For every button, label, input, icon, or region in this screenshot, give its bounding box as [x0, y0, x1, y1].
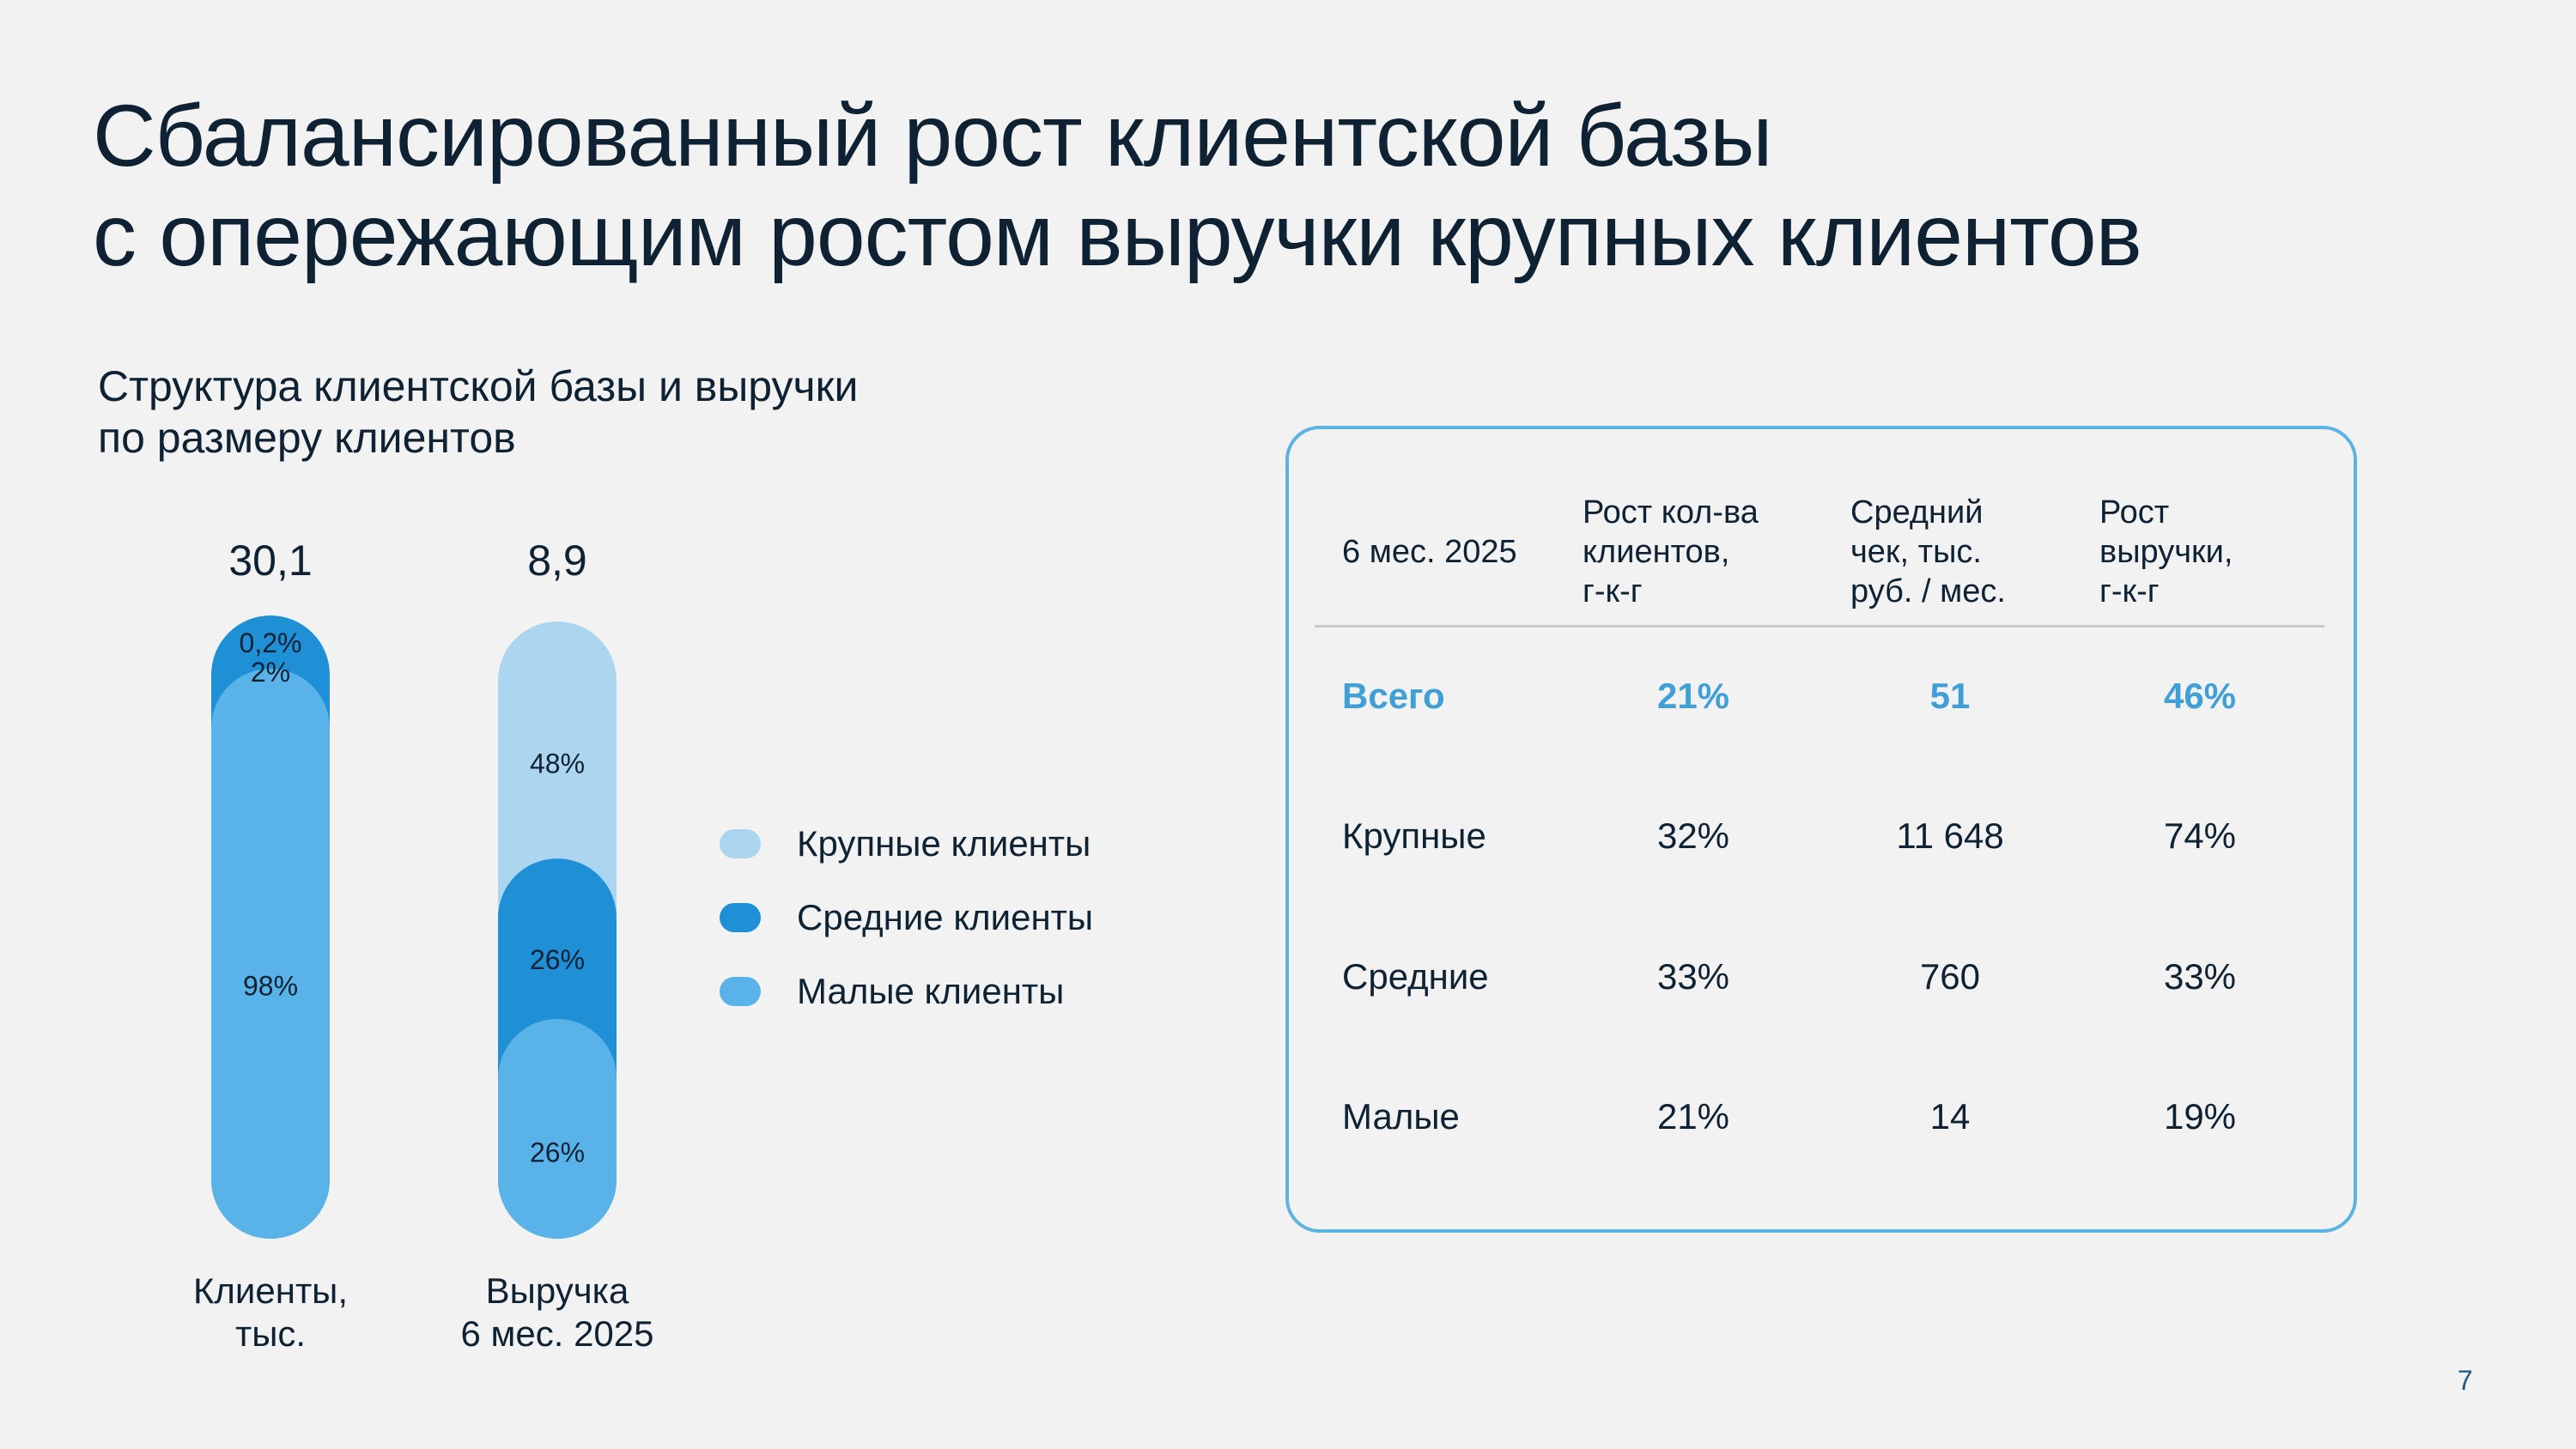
- header-client-growth-line: г-к-г: [1583, 573, 1643, 609]
- cell-average-check: 14: [1929, 1096, 1971, 1137]
- table-row-small: Малые 21% 14 19%: [1289, 1091, 2354, 1143]
- cell-client-growth: 21%: [1656, 676, 1730, 716]
- segment-label-medium: 26%: [530, 944, 585, 975]
- row-label: Крупные: [1342, 815, 1486, 856]
- bar-total-label: 8,9: [527, 537, 587, 585]
- labels-layer: 0,2%2% 98% 30,1 Клиенты,тыс. 48% 26% 26% 8,9 Выр…: [193, 537, 654, 1354]
- slide-title-line-2: с опережающим ростом выручки крупных кли…: [93, 186, 2142, 284]
- category-label: 6 мес. 2025: [460, 1313, 653, 1354]
- segment-label-large: 48%: [530, 749, 585, 779]
- page-number: 7: [2458, 1365, 2473, 1396]
- header-revenue-growth-line: Рост: [2099, 494, 2170, 530]
- cell-average-check: 51: [1929, 676, 1971, 716]
- bars-layer: [211, 615, 617, 1239]
- cell-average-check: 760: [1919, 956, 1981, 997]
- legend-label-medium: Средние клиенты: [797, 897, 1094, 937]
- header-client-growth: Рост кол-ва клиентов, г-к-г: [1583, 493, 1759, 611]
- legend-label-small: Малые клиенты: [797, 971, 1065, 1011]
- header-average-check-line: Средний: [1850, 494, 1984, 530]
- cell-revenue-growth: 46%: [2163, 676, 2237, 716]
- metrics-table-card: 6 мес. 2025 Рост кол-ва клиентов, г-к-г …: [1285, 426, 2357, 1233]
- legend-label-large: Крупные клиенты: [797, 823, 1091, 864]
- header-revenue-growth-line: выручки,: [2099, 534, 2233, 570]
- chart-subtitle: Структура клиентской базы и выручки по р…: [98, 361, 858, 464]
- bar-segment-small: [498, 1019, 617, 1239]
- cell-revenue-growth: 74%: [2163, 815, 2237, 856]
- header-average-check-line: чек, тыс.: [1850, 534, 1982, 570]
- cell-revenue-growth: 33%: [2163, 956, 2237, 997]
- category-label: тыс.: [235, 1313, 306, 1354]
- legend-swatch-medium: [720, 903, 761, 932]
- legend-item-medium: Средние клиенты: [720, 881, 1093, 955]
- header-revenue-growth: Рост выручки, г-к-г: [2099, 493, 2233, 611]
- cell-client-growth: 32%: [1656, 815, 1730, 856]
- table-header: 6 мес. 2025 Рост кол-ва клиентов, г-к-г …: [1289, 429, 2354, 628]
- header-average-check: Средний чек, тыс. руб. / мес.: [1850, 493, 2006, 611]
- chart-subtitle-line-2: по размеру клиентов: [98, 414, 516, 462]
- legend-item-large: Крупные клиенты: [720, 807, 1093, 881]
- row-label: Средние: [1342, 956, 1489, 997]
- legend-item-small: Малые клиенты: [720, 955, 1093, 1028]
- table-row-total: Всего 21% 51 46%: [1289, 670, 2354, 722]
- legend-swatch-small: [720, 977, 761, 1006]
- chart-subtitle-line-1: Структура клиентской базы и выручки: [98, 362, 859, 410]
- bar-total-label: 30,1: [228, 537, 312, 585]
- legend-swatch-large: [720, 829, 761, 858]
- cell-client-growth: 21%: [1656, 1096, 1730, 1137]
- segment-label-small: 98%: [243, 971, 298, 1002]
- category-label: Клиенты,: [193, 1270, 348, 1311]
- segment-label-small: 26%: [530, 1137, 585, 1168]
- row-label: Малые: [1342, 1096, 1460, 1137]
- cell-client-growth: 33%: [1656, 956, 1730, 997]
- category-label: Выручка: [486, 1270, 629, 1311]
- table-divider: [1315, 625, 2324, 627]
- slide-title: Сбалансированный рост клиентской базы с …: [93, 86, 2142, 285]
- header-client-growth-line: клиентов,: [1583, 534, 1730, 570]
- segment-label-medium: 2%: [251, 657, 290, 688]
- bar-segment-small: [211, 669, 330, 1239]
- row-label: Всего: [1342, 676, 1445, 716]
- header-average-check-line: руб. / мес.: [1850, 573, 2006, 609]
- stacked-bar-chart: 0,2%2% 98% 30,1 Клиенты,тыс. 48% 26% 26% 8,9 Выр…: [193, 537, 654, 1354]
- table-row-medium: Средние 33% 760 33%: [1289, 951, 2354, 1003]
- table-row-large: Крупные 32% 11 648 74%: [1289, 810, 2354, 862]
- cell-average-check: 11 648: [1896, 815, 2004, 856]
- cell-revenue-growth: 19%: [2163, 1096, 2237, 1137]
- header-period: 6 мес. 2025: [1342, 534, 1517, 570]
- chart-legend: Крупные клиенты Средние клиенты Малые кл…: [720, 807, 1093, 1028]
- segment-label-large: 0,2%: [240, 627, 302, 658]
- header-client-growth-line: Рост кол-ва: [1583, 494, 1759, 530]
- header-revenue-growth-line: г-к-г: [2099, 573, 2160, 609]
- slide-title-line-1: Сбалансированный рост клиентской базы: [93, 87, 1772, 185]
